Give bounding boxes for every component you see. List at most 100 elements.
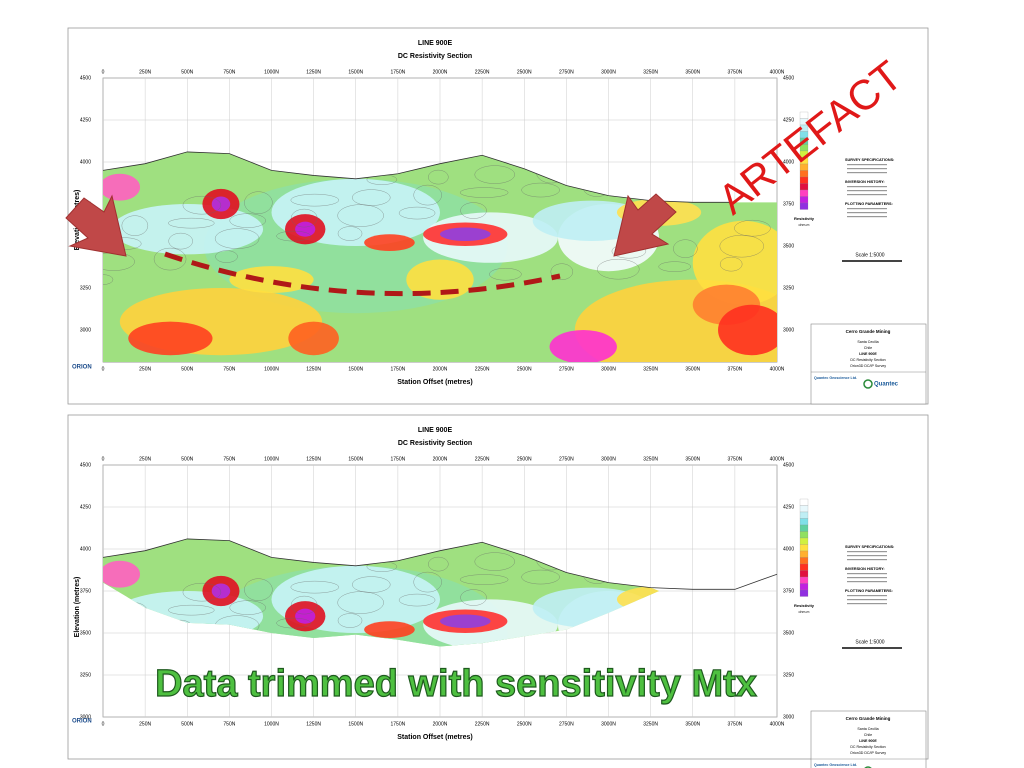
contour	[121, 215, 148, 236]
x-tick-label: 1000N	[264, 69, 279, 75]
resistivity-blob	[229, 266, 314, 294]
legend-swatch	[799, 537, 809, 545]
x-tick-label: 1750N	[391, 69, 406, 75]
x-tick-label: 1250N	[306, 456, 321, 462]
title-block-text: DC Resistivity Section	[850, 358, 885, 362]
x-tick-label: 3250N	[643, 721, 658, 727]
note-heading: PLOTTING PARAMETERS:	[845, 589, 893, 593]
note-line	[847, 216, 887, 218]
x-tick-label: 1500N	[348, 69, 363, 75]
resistivity-blob	[549, 330, 617, 362]
contour	[720, 256, 743, 272]
note-line	[847, 595, 887, 597]
y-tick-label: 3250	[80, 285, 91, 291]
legend-title: Resistivity	[794, 216, 815, 221]
note-line	[847, 559, 887, 561]
note-line	[847, 164, 887, 166]
contour	[474, 552, 515, 571]
contour	[337, 204, 384, 227]
contour	[352, 576, 391, 593]
y-tick-label: 3500	[80, 630, 91, 636]
resistivity-blob	[111, 204, 264, 255]
x-tick-label: 0	[102, 69, 105, 75]
legend-swatch	[799, 518, 809, 526]
x-tick-label: 1000N	[264, 721, 279, 727]
x-tick-label: 2750N	[559, 366, 574, 372]
y-tick-label: 3750	[783, 201, 794, 207]
contour	[182, 583, 222, 602]
x-tick-label: 3000N	[601, 69, 616, 75]
y-tick-label: 4000	[80, 159, 91, 165]
company-name: Quantec Geoscience Ltd.	[814, 376, 857, 380]
x-tick-label: 2000N	[433, 721, 448, 727]
legend-swatch	[799, 589, 809, 597]
x-tick-label: 3250N	[643, 366, 658, 372]
legend-swatch	[799, 531, 809, 539]
x-tick-label: 3000N	[601, 456, 616, 462]
x-tick-label: 3500N	[685, 456, 700, 462]
x-tick-label: 1750N	[391, 366, 406, 372]
title-block-text: Orion3D DC/IP Survey	[850, 751, 886, 755]
contour	[734, 220, 771, 237]
note-line	[847, 194, 887, 196]
note-line	[847, 186, 887, 188]
x-tick-label: 1250N	[306, 69, 321, 75]
panel-subtitle: DC Resistivity Section	[398, 440, 472, 447]
x-tick-label: 500N	[181, 721, 193, 727]
contour	[291, 595, 318, 615]
y-tick-label: 3750	[80, 588, 91, 594]
y-tick-label: 4250	[80, 117, 91, 123]
contour	[428, 556, 449, 572]
legend-unit: ohm-m	[799, 223, 810, 227]
x-tick-label: 4000N	[770, 456, 785, 462]
contour	[168, 605, 215, 616]
contour	[214, 228, 260, 249]
resistivity-blob	[211, 196, 231, 212]
legend-swatch	[799, 557, 809, 565]
x-tick-label: 3500N	[685, 69, 700, 75]
legend-swatch	[799, 189, 809, 197]
y-tick-label: 4500	[80, 462, 91, 468]
contour	[352, 189, 391, 206]
legend-swatch	[799, 511, 809, 519]
x-tick-label: 2750N	[559, 456, 574, 462]
note-line	[847, 190, 887, 192]
resistivity-blob	[692, 220, 777, 305]
legend-swatch	[799, 576, 809, 584]
x-tick-label: 500N	[181, 366, 193, 372]
y-tick-label: 3000	[80, 327, 91, 333]
contour	[103, 274, 114, 285]
x-tick-label: 500N	[181, 69, 193, 75]
x-tick-label: 2250N	[475, 456, 490, 462]
x-tick-label: 2500N	[517, 366, 532, 372]
title-block-text: Chile	[864, 346, 872, 350]
arrow-right	[613, 193, 677, 257]
x-tick-label: 1000N	[264, 366, 279, 372]
x-tick-label: 2250N	[475, 721, 490, 727]
x-tick-label: 2000N	[433, 366, 448, 372]
y-tick-label: 4500	[80, 75, 91, 81]
y-tick-label: 4250	[783, 504, 794, 510]
contour	[428, 169, 449, 185]
note-line	[847, 212, 887, 214]
title-block-text: DC Resistivity Section	[850, 745, 885, 749]
resistivity-blob	[440, 227, 491, 241]
contour	[658, 261, 691, 272]
scale-label: Scale 1:5000	[855, 252, 884, 258]
x-tick-label: 3750N	[728, 456, 743, 462]
y-tick-label: 3250	[783, 672, 794, 678]
x-tick-label: 3000N	[601, 721, 616, 727]
panel-title: LINE 900E	[418, 40, 453, 47]
x-tick-label: 1500N	[348, 366, 363, 372]
y-tick-label: 3000	[783, 327, 794, 333]
title-block-text: Santa Cecilia	[857, 340, 878, 344]
y-tick-label: 4000	[80, 546, 91, 552]
resistivity-blob	[718, 304, 777, 356]
x-tick-label: 500N	[181, 456, 193, 462]
legend-title: Resistivity	[794, 603, 815, 608]
contour	[413, 571, 442, 593]
contour	[398, 593, 436, 607]
x-tick-label: 2250N	[475, 366, 490, 372]
x-tick-label: 1750N	[391, 721, 406, 727]
legend-swatch	[799, 570, 809, 578]
